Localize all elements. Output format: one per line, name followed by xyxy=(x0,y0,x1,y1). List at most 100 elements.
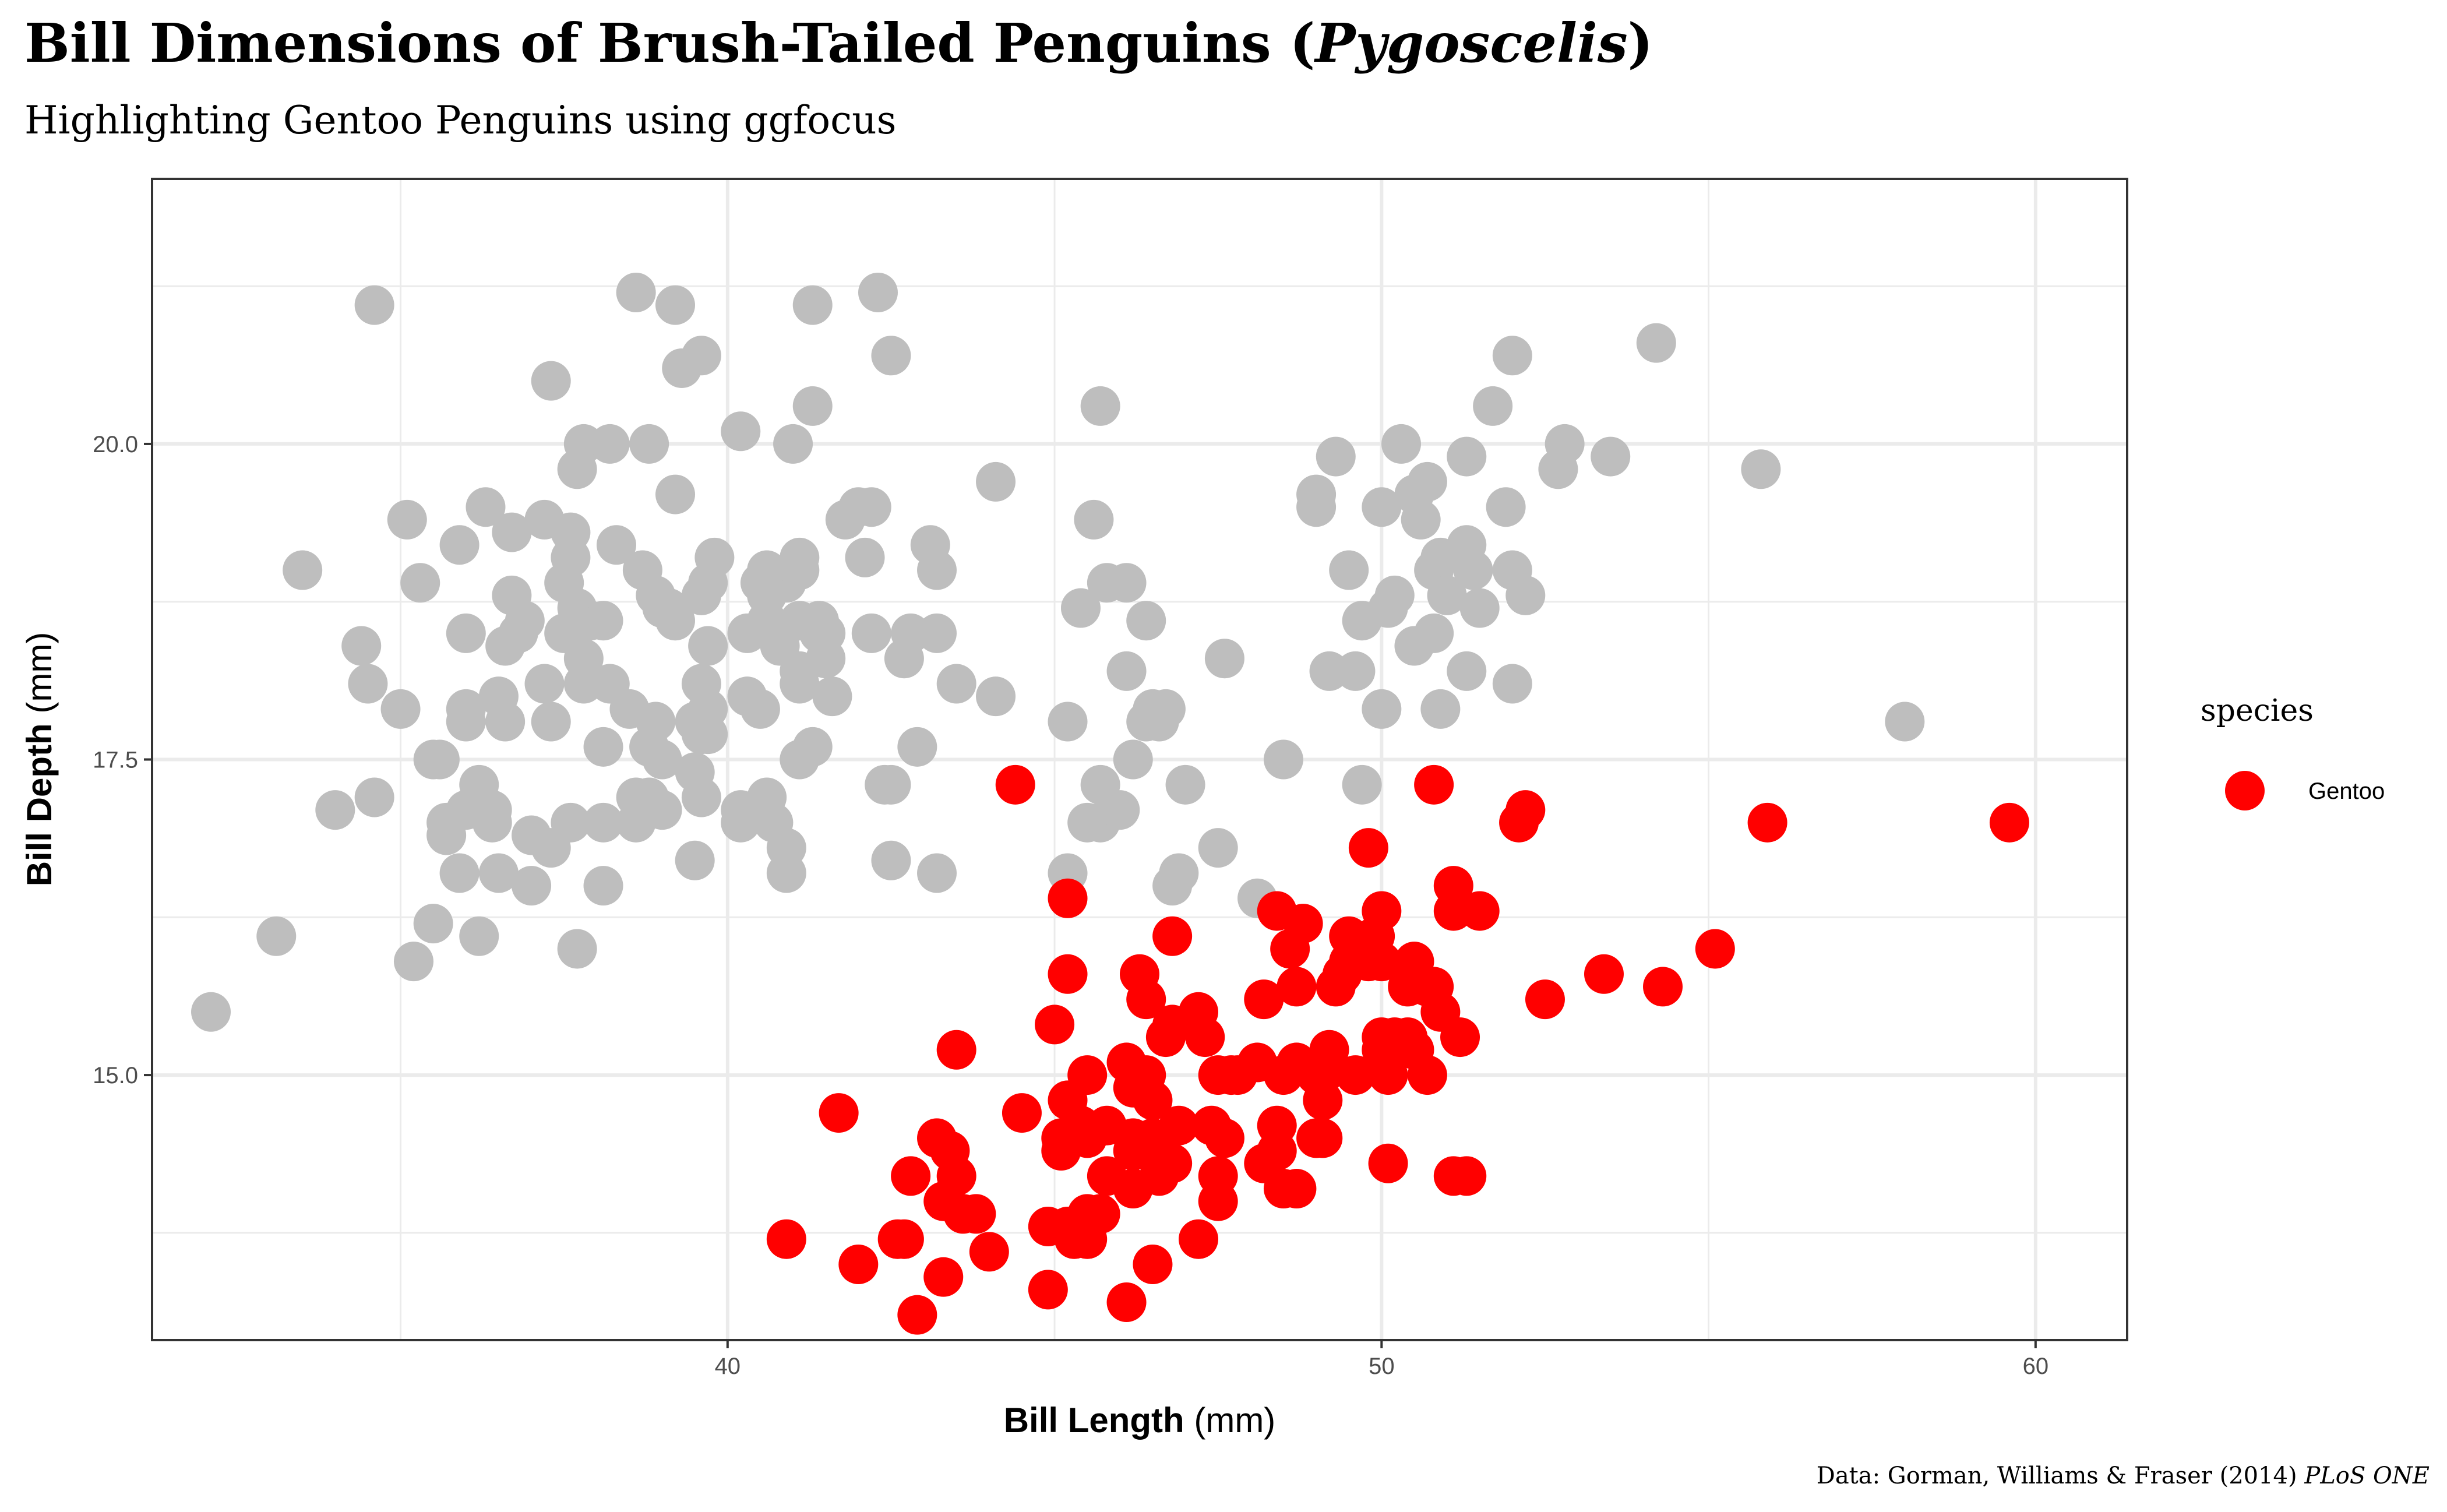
other-species-point xyxy=(917,613,957,653)
other-species-point xyxy=(1106,651,1147,691)
gentoo-point xyxy=(1459,891,1500,931)
y-tick-label: 17.5 xyxy=(93,748,138,773)
caption-text: Data: Gorman, Williams & Fraser (2014) xyxy=(1816,1462,2305,1489)
other-species-point xyxy=(845,537,885,577)
other-species-point xyxy=(858,272,898,312)
other-species-point xyxy=(1414,613,1454,653)
other-species-point xyxy=(1427,575,1467,615)
other-species-point xyxy=(1113,739,1153,780)
other-species-point xyxy=(976,461,1016,502)
legend-label-gentoo: Gentoo xyxy=(2308,778,2385,804)
gentoo-point xyxy=(1747,802,1787,843)
x-tick-label: 40 xyxy=(715,1354,741,1379)
gentoo-point xyxy=(1362,891,1402,931)
gentoo-point xyxy=(1067,1055,1108,1095)
gentoo-point xyxy=(1152,1143,1193,1183)
gentoo-point xyxy=(1244,979,1284,1020)
title-end: ) xyxy=(1627,12,1653,75)
other-species-point xyxy=(485,702,526,742)
other-species-point xyxy=(394,942,434,982)
x-axis-title: Bill Length (mm) xyxy=(1004,1401,1276,1440)
gentoo-point xyxy=(1277,1169,1317,1209)
other-species-point xyxy=(1100,790,1140,830)
other-species-point xyxy=(642,739,682,780)
other-species-point xyxy=(446,689,486,729)
gentoo-point xyxy=(1335,1055,1376,1095)
other-species-point xyxy=(583,601,623,641)
gentoo-point xyxy=(1368,1055,1408,1095)
axis-ticks: 40 50 60 15.0 17.5 20.0 xyxy=(93,432,2048,1379)
other-species-point xyxy=(596,525,636,565)
other-species-point xyxy=(315,790,355,830)
other-species-point xyxy=(583,866,623,906)
other-species-point xyxy=(531,702,571,742)
gentoo-point xyxy=(1185,1017,1225,1058)
other-species-point xyxy=(1401,499,1441,540)
other-species-point xyxy=(740,689,780,729)
chart-subtitle: Highlighting Gentoo Penguins using ggfoc… xyxy=(24,98,897,143)
other-species-point xyxy=(1486,487,1526,527)
other-species-point xyxy=(688,626,728,666)
other-species-point xyxy=(472,790,512,830)
gentoo-point xyxy=(1407,1055,1447,1095)
gentoo-point xyxy=(1035,1005,1075,1045)
other-species-point xyxy=(1126,601,1166,641)
gentoo-point xyxy=(969,1232,1009,1272)
other-species-point xyxy=(806,613,846,653)
other-species-point xyxy=(1145,689,1186,729)
data-source-caption: Data: Gorman, Williams & Fraser (2014) P… xyxy=(1817,1462,2430,1489)
gentoo-point xyxy=(936,1156,976,1196)
other-species-point xyxy=(387,499,427,540)
gentoo-point xyxy=(766,1219,806,1259)
gentoo-point xyxy=(1002,1093,1042,1133)
gentoo-point xyxy=(936,1030,976,1070)
other-species-point xyxy=(917,853,957,893)
caption-journal: PLoS ONE xyxy=(2304,1462,2430,1489)
other-species-point xyxy=(341,626,382,666)
other-species-point xyxy=(1198,828,1238,868)
other-species-point xyxy=(354,285,394,325)
legend-key-gentoo xyxy=(2225,771,2265,810)
other-species-point xyxy=(655,601,696,641)
other-species-point xyxy=(1741,449,1781,489)
other-species-point xyxy=(1591,436,1631,477)
other-species-point xyxy=(681,777,721,817)
y-axis-title-unit: (mm) xyxy=(20,632,59,724)
gentoo-point xyxy=(1440,1017,1480,1058)
other-species-point xyxy=(1545,424,1585,464)
gentoo-point xyxy=(1283,904,1323,944)
other-species-point xyxy=(1453,550,1493,590)
other-species-point xyxy=(976,676,1016,717)
gentoo-point xyxy=(1106,1282,1147,1323)
other-species-point xyxy=(283,550,323,590)
other-species-point xyxy=(1060,588,1101,628)
gentoo-point xyxy=(897,1295,937,1335)
other-species-point xyxy=(675,840,715,880)
other-species-point xyxy=(1048,702,1088,742)
gentoo-point xyxy=(1303,1118,1343,1158)
gentoo-point xyxy=(1198,1156,1238,1196)
gentoo-point xyxy=(995,764,1035,805)
other-species-point xyxy=(1473,386,1513,426)
gentoo-point xyxy=(891,1156,931,1196)
other-species-point xyxy=(1362,487,1402,527)
other-species-point xyxy=(191,992,231,1032)
gentoo-point xyxy=(819,1093,859,1133)
gentoo-point xyxy=(1433,866,1473,906)
other-species-point xyxy=(871,840,911,880)
other-species-point xyxy=(917,550,957,590)
other-species-point xyxy=(1335,651,1376,691)
other-species-point xyxy=(1492,336,1532,376)
other-species-point xyxy=(413,904,453,944)
legend-title: species xyxy=(2201,693,2314,728)
other-species-point xyxy=(851,487,891,527)
other-species-point xyxy=(642,790,682,830)
gentoo-point xyxy=(1080,1194,1120,1234)
other-species-point xyxy=(1362,689,1402,729)
other-species-point xyxy=(871,336,911,376)
other-species-point xyxy=(871,764,911,805)
gentoo-point xyxy=(1159,1105,1199,1146)
other-species-point xyxy=(1106,563,1147,603)
other-species-point xyxy=(478,853,519,893)
other-species-point xyxy=(1374,575,1415,615)
